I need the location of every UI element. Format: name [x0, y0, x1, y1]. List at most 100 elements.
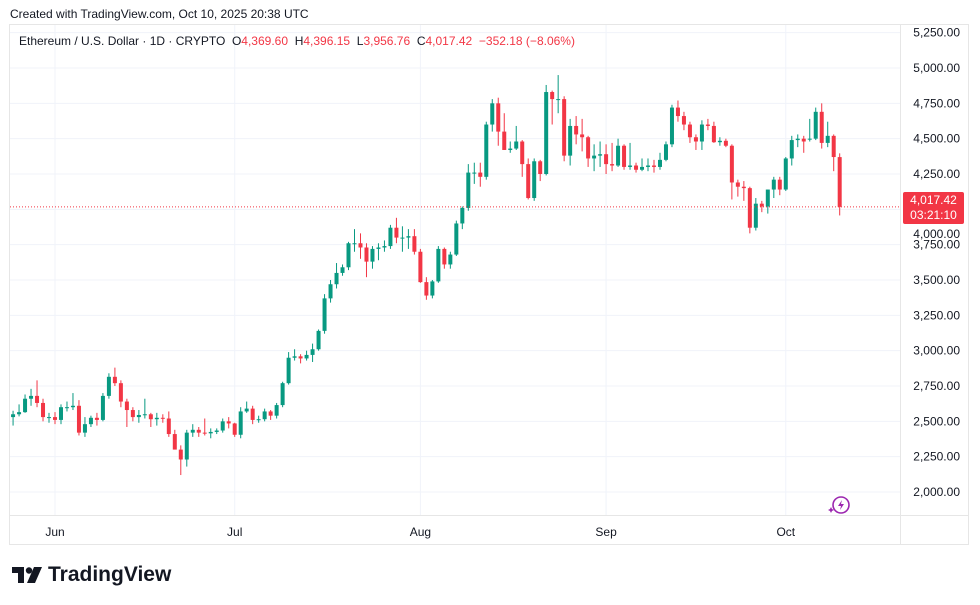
candle: [604, 144, 609, 174]
candle-body: [592, 155, 597, 159]
candle: [592, 144, 597, 172]
candle: [112, 367, 117, 386]
y-tick-label: 4,250.00: [913, 167, 960, 181]
candle: [196, 426, 201, 437]
candle-body: [532, 161, 537, 199]
candle: [460, 206, 465, 230]
candle: [741, 181, 746, 201]
candle: [430, 280, 435, 299]
candle-body: [142, 414, 147, 416]
candle: [496, 97, 501, 146]
candle: [256, 415, 261, 423]
candle-body: [64, 407, 69, 409]
sparkle-bolt-icon[interactable]: [826, 494, 852, 516]
candle: [825, 121, 830, 148]
candle-body: [687, 124, 692, 138]
candle-body: [238, 411, 243, 435]
candle-body: [628, 165, 633, 167]
candle-body: [76, 405, 81, 433]
candle-body: [118, 383, 123, 402]
candle-body: [598, 154, 603, 156]
candle-body: [220, 421, 225, 431]
candle: [771, 176, 776, 199]
candle-body: [723, 140, 728, 146]
candle-body: [693, 137, 698, 142]
candle: [82, 417, 87, 437]
candle-body: [298, 356, 303, 359]
candle-body: [813, 111, 818, 139]
candle: [711, 121, 716, 143]
x-tick-label: Jun: [45, 525, 64, 539]
candle: [88, 415, 93, 427]
last-price-tag: 4,017.42 03:21:10: [903, 191, 964, 224]
candle: [574, 116, 579, 145]
candle: [484, 121, 489, 180]
candle-body: [23, 398, 28, 413]
candle-body: [580, 134, 585, 138]
candle: [753, 198, 758, 231]
candle-body: [262, 411, 267, 420]
candle: [100, 393, 105, 422]
candle: [436, 246, 441, 283]
candle: [717, 137, 722, 146]
candle-body: [705, 124, 710, 126]
candle: [178, 445, 183, 476]
candle: [502, 113, 507, 150]
candle-body: [484, 124, 489, 177]
candle: [262, 408, 267, 422]
candle-body: [634, 165, 639, 170]
candle-body: [106, 376, 111, 396]
high-value: 4,396.15: [303, 34, 351, 48]
high-label: H: [294, 34, 304, 48]
candle: [226, 417, 231, 429]
candles: [11, 75, 842, 476]
candle: [598, 141, 603, 167]
candle: [202, 418, 207, 436]
candle-body: [472, 172, 477, 174]
candle: [118, 380, 123, 408]
candle-body: [765, 189, 770, 207]
candle: [490, 99, 495, 132]
candle-body: [208, 431, 213, 434]
candle: [747, 186, 752, 234]
y-tick-label: 5,000.00: [913, 61, 960, 75]
created-with-caption: Created with TradingView.com, Oct 10, 20…: [10, 7, 309, 21]
candle-body: [178, 449, 183, 460]
tradingview-logo[interactable]: TradingView: [12, 563, 171, 587]
candle-body: [681, 116, 686, 125]
candle-body: [711, 125, 716, 143]
candle: [412, 229, 417, 255]
candle-body: [88, 417, 93, 425]
candle: [268, 410, 273, 420]
candle-body: [490, 103, 495, 125]
candle-body: [94, 417, 99, 420]
candle-body: [322, 298, 327, 331]
candle: [568, 118, 573, 166]
candle: [520, 140, 525, 177]
candle-body: [616, 145, 621, 166]
candle-body: [124, 401, 129, 411]
candle: [640, 158, 645, 172]
candle: [388, 224, 393, 249]
candle: [130, 407, 135, 422]
candle-body: [184, 432, 189, 460]
candle-body: [789, 140, 794, 159]
candle-body: [274, 405, 279, 416]
last-price-value: 4,017.42: [910, 192, 957, 207]
y-tick-label: 4,000.00: [913, 227, 960, 241]
y-tick-label: 3,750.00: [913, 238, 960, 252]
y-tick-label: 3,500.00: [913, 273, 960, 287]
candle: [214, 428, 219, 435]
candle: [735, 179, 740, 197]
candle-body: [112, 376, 117, 384]
candle-body: [604, 154, 609, 165]
candle-body: [364, 247, 369, 262]
candle-body: [771, 179, 776, 190]
x-tick-label: Jul: [227, 525, 242, 539]
candle-body: [196, 429, 201, 433]
candle: [286, 352, 291, 385]
candle: [142, 398, 147, 419]
x-tick-label: Sep: [595, 525, 617, 539]
candle: [184, 429, 189, 467]
